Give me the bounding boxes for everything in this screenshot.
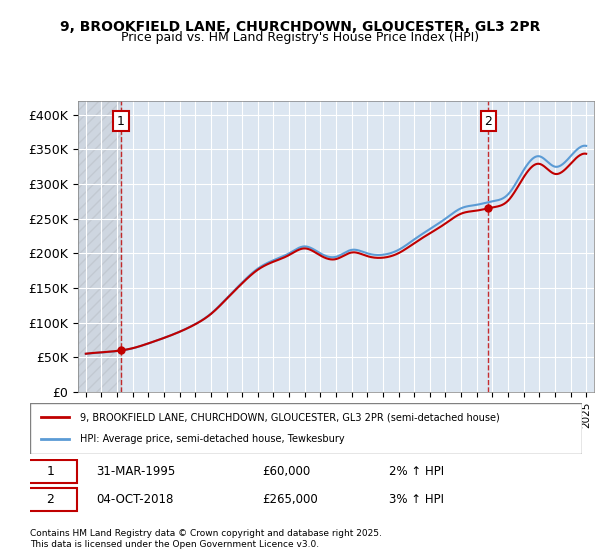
Text: 3% ↑ HPI: 3% ↑ HPI — [389, 493, 444, 506]
FancyBboxPatch shape — [25, 460, 77, 483]
Text: 9, BROOKFIELD LANE, CHURCHDOWN, GLOUCESTER, GL3 2PR: 9, BROOKFIELD LANE, CHURCHDOWN, GLOUCEST… — [60, 20, 540, 34]
Text: Contains HM Land Registry data © Crown copyright and database right 2025.
This d: Contains HM Land Registry data © Crown c… — [30, 529, 382, 549]
Text: HPI: Average price, semi-detached house, Tewkesbury: HPI: Average price, semi-detached house,… — [80, 435, 344, 445]
Text: Price paid vs. HM Land Registry's House Price Index (HPI): Price paid vs. HM Land Registry's House … — [121, 31, 479, 44]
Text: £265,000: £265,000 — [262, 493, 317, 506]
FancyBboxPatch shape — [25, 488, 77, 511]
Text: 9, BROOKFIELD LANE, CHURCHDOWN, GLOUCESTER, GL3 2PR (semi-detached house): 9, BROOKFIELD LANE, CHURCHDOWN, GLOUCEST… — [80, 412, 499, 422]
Text: 2% ↑ HPI: 2% ↑ HPI — [389, 465, 444, 478]
Text: £60,000: £60,000 — [262, 465, 310, 478]
Text: 1: 1 — [46, 465, 55, 478]
Text: 2: 2 — [46, 493, 55, 506]
Text: 31-MAR-1995: 31-MAR-1995 — [96, 465, 175, 478]
Text: 04-OCT-2018: 04-OCT-2018 — [96, 493, 173, 506]
Text: 2: 2 — [485, 115, 493, 128]
FancyBboxPatch shape — [30, 403, 582, 454]
Text: 1: 1 — [117, 115, 125, 128]
Bar — [78, 101, 121, 392]
